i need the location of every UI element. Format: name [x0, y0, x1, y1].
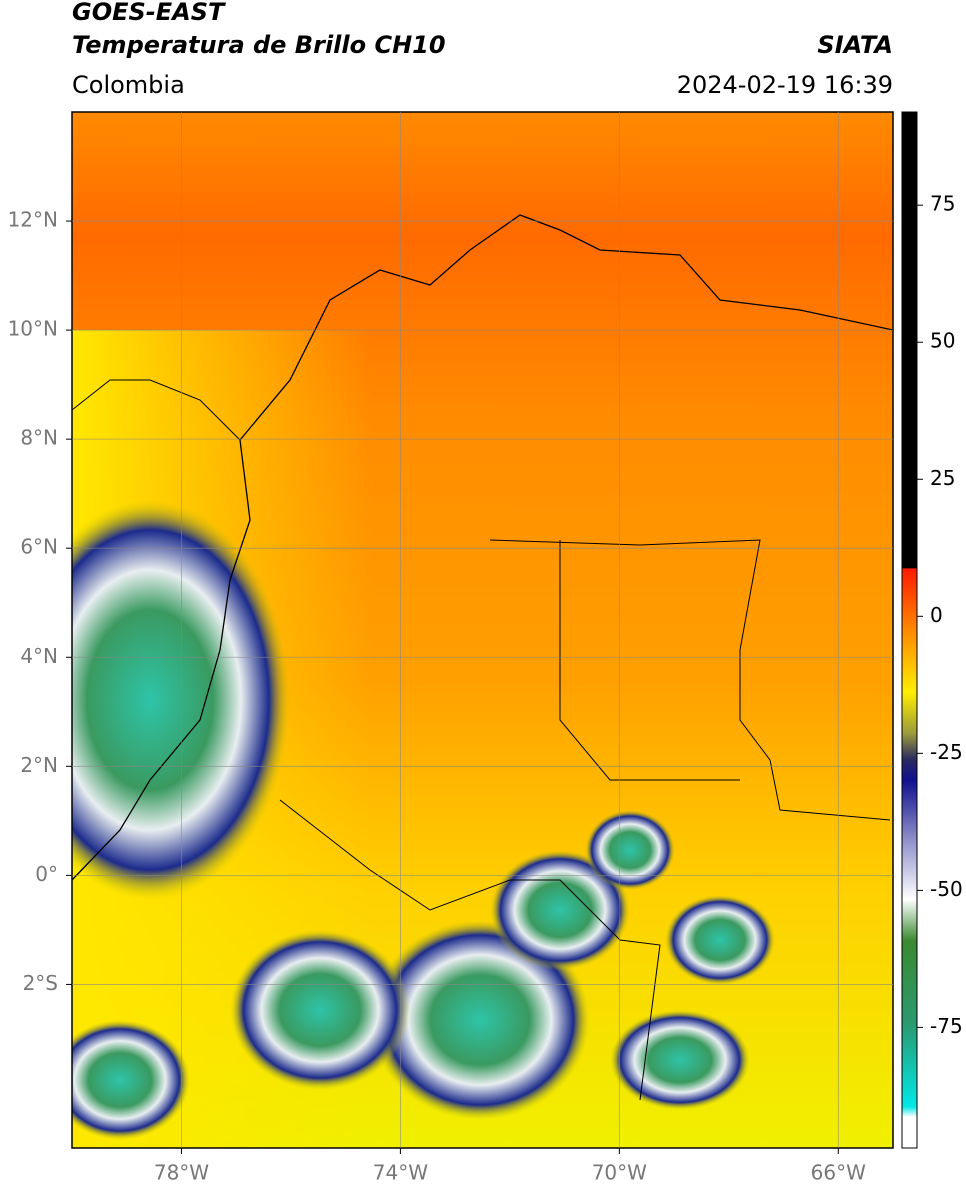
- colorbar-label: 50: [930, 329, 955, 353]
- x-tick-label: 74°W: [373, 1161, 428, 1185]
- y-tick-label: 2°S: [23, 971, 58, 995]
- y-tick-label: 12°N: [8, 208, 58, 232]
- y-tick-label: 0°: [35, 862, 58, 886]
- x-tick-label: 66°W: [811, 1161, 866, 1185]
- satellite: GOES-EAST: [72, 0, 226, 26]
- map-image: [72, 112, 893, 1148]
- colorbar-label: 0: [930, 603, 943, 627]
- colorbar: [901, 111, 918, 1149]
- datetime: 2024-02-19 16:39: [677, 71, 893, 99]
- colorbar-label: 75: [930, 192, 955, 216]
- y-tick-label: 6°N: [20, 535, 58, 559]
- y-tick-label: 2°N: [20, 753, 58, 777]
- y-tick-label: 4°N: [20, 644, 58, 668]
- x-tick-label: 70°W: [592, 1161, 647, 1185]
- x-tick-label: 78°W: [154, 1161, 209, 1185]
- colorbar-label: 25: [930, 466, 955, 490]
- colorbar-label: -25: [930, 740, 963, 764]
- y-tick-label: 10°N: [8, 317, 58, 341]
- product: Temperatura de Brillo CH10: [72, 31, 446, 59]
- region: Colombia: [72, 71, 185, 99]
- colorbar-label: -75: [930, 1014, 963, 1038]
- colorbar-label: -50: [930, 877, 963, 901]
- agency: SIATA: [817, 31, 893, 59]
- y-tick-label: 8°N: [20, 426, 58, 450]
- map-frame: [71, 111, 894, 1149]
